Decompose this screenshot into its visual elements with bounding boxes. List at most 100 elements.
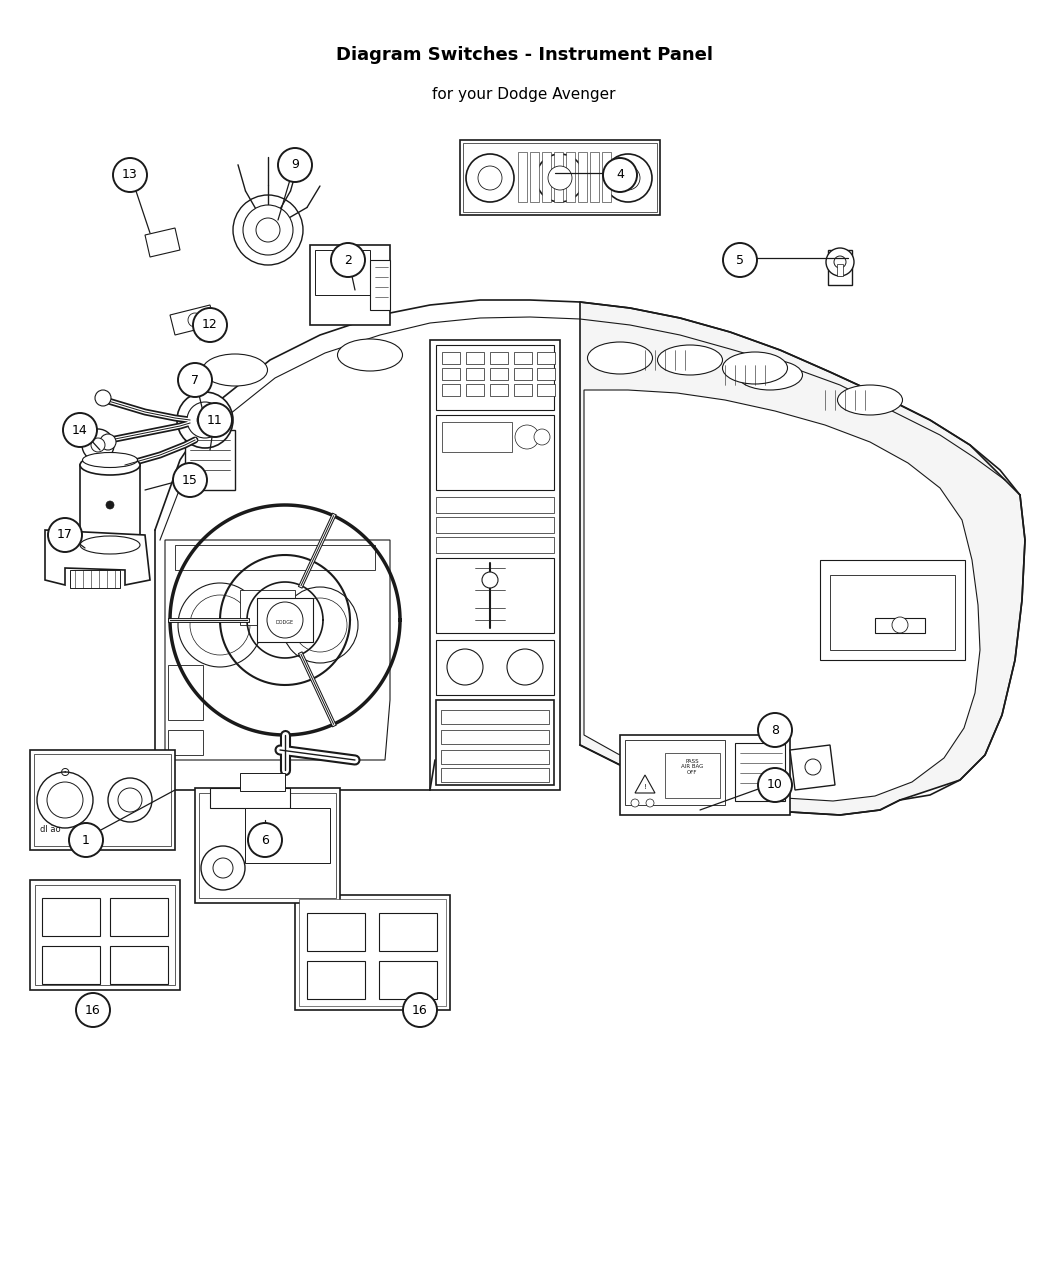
Circle shape: [173, 463, 208, 496]
Bar: [436, 537, 554, 552]
Text: ⊙: ⊙: [60, 765, 70, 779]
Bar: [379, 961, 437, 999]
Circle shape: [293, 598, 347, 652]
Circle shape: [482, 572, 498, 588]
Polygon shape: [165, 540, 390, 760]
Bar: [578, 151, 587, 202]
Ellipse shape: [80, 536, 140, 554]
Bar: [466, 384, 484, 396]
Bar: [442, 368, 460, 381]
Circle shape: [118, 788, 141, 812]
Bar: [620, 735, 790, 815]
Bar: [442, 384, 460, 396]
Bar: [518, 151, 527, 202]
Bar: [436, 345, 554, 410]
Bar: [625, 740, 725, 805]
Bar: [537, 384, 555, 396]
Circle shape: [188, 313, 202, 327]
Bar: [554, 151, 563, 202]
Bar: [34, 754, 171, 847]
Bar: [442, 353, 460, 364]
Bar: [199, 793, 336, 897]
Bar: [837, 264, 843, 276]
Bar: [195, 788, 340, 903]
Circle shape: [478, 165, 502, 190]
Ellipse shape: [83, 452, 137, 467]
Circle shape: [282, 587, 358, 663]
Bar: [602, 151, 611, 202]
Circle shape: [805, 759, 821, 775]
Circle shape: [47, 782, 83, 819]
Circle shape: [758, 713, 792, 747]
Circle shape: [256, 218, 280, 242]
Circle shape: [646, 799, 654, 807]
Bar: [110, 946, 168, 984]
Bar: [463, 143, 657, 213]
Bar: [566, 151, 575, 202]
Circle shape: [331, 243, 365, 278]
Bar: [514, 384, 532, 396]
Text: Diagram Switches - Instrument Panel: Diagram Switches - Instrument Panel: [335, 46, 713, 64]
Text: 16: 16: [412, 1003, 428, 1017]
Text: !: !: [643, 784, 647, 791]
Polygon shape: [580, 302, 1025, 815]
Bar: [30, 880, 180, 990]
Circle shape: [834, 256, 846, 269]
Bar: [436, 558, 554, 633]
Text: 12: 12: [202, 318, 218, 331]
Bar: [370, 260, 390, 311]
Text: 4: 4: [616, 168, 624, 182]
Circle shape: [69, 824, 103, 857]
Text: dl äο: dl äο: [40, 825, 61, 835]
Circle shape: [534, 429, 550, 446]
Circle shape: [248, 824, 282, 857]
Circle shape: [723, 243, 757, 278]
Circle shape: [178, 583, 262, 667]
Circle shape: [48, 518, 82, 552]
Circle shape: [178, 363, 212, 397]
Ellipse shape: [202, 354, 267, 386]
Text: 16: 16: [85, 1003, 101, 1017]
Bar: [210, 788, 290, 808]
Circle shape: [113, 158, 147, 192]
Bar: [257, 598, 313, 642]
Bar: [379, 913, 437, 951]
Bar: [436, 496, 554, 513]
Circle shape: [82, 429, 114, 461]
Text: 2: 2: [344, 253, 352, 266]
Text: 11: 11: [208, 414, 223, 426]
Circle shape: [826, 248, 854, 276]
Bar: [828, 250, 852, 285]
Circle shape: [63, 412, 97, 447]
Circle shape: [267, 602, 303, 638]
Bar: [436, 415, 554, 490]
Circle shape: [631, 799, 639, 807]
Bar: [490, 384, 508, 396]
Text: 15: 15: [182, 474, 198, 486]
Bar: [530, 151, 539, 202]
Text: 7: 7: [191, 373, 199, 387]
Circle shape: [190, 594, 250, 656]
Text: PASS
AIR BAG
OFF: PASS AIR BAG OFF: [681, 759, 703, 775]
Circle shape: [758, 768, 792, 802]
Circle shape: [198, 404, 232, 437]
Circle shape: [403, 993, 437, 1027]
Bar: [294, 895, 450, 1009]
Polygon shape: [45, 530, 150, 586]
Bar: [441, 729, 549, 743]
Circle shape: [37, 771, 93, 827]
Circle shape: [91, 438, 105, 452]
Bar: [436, 517, 554, 533]
Ellipse shape: [80, 454, 140, 475]
Polygon shape: [145, 228, 180, 257]
Bar: [70, 570, 121, 588]
Bar: [590, 151, 599, 202]
Text: 10: 10: [767, 779, 783, 792]
Bar: [240, 773, 285, 791]
Polygon shape: [635, 775, 655, 793]
Text: 14: 14: [72, 424, 88, 437]
Bar: [307, 913, 365, 951]
Circle shape: [243, 205, 293, 255]
Polygon shape: [790, 745, 835, 791]
Bar: [537, 368, 555, 381]
